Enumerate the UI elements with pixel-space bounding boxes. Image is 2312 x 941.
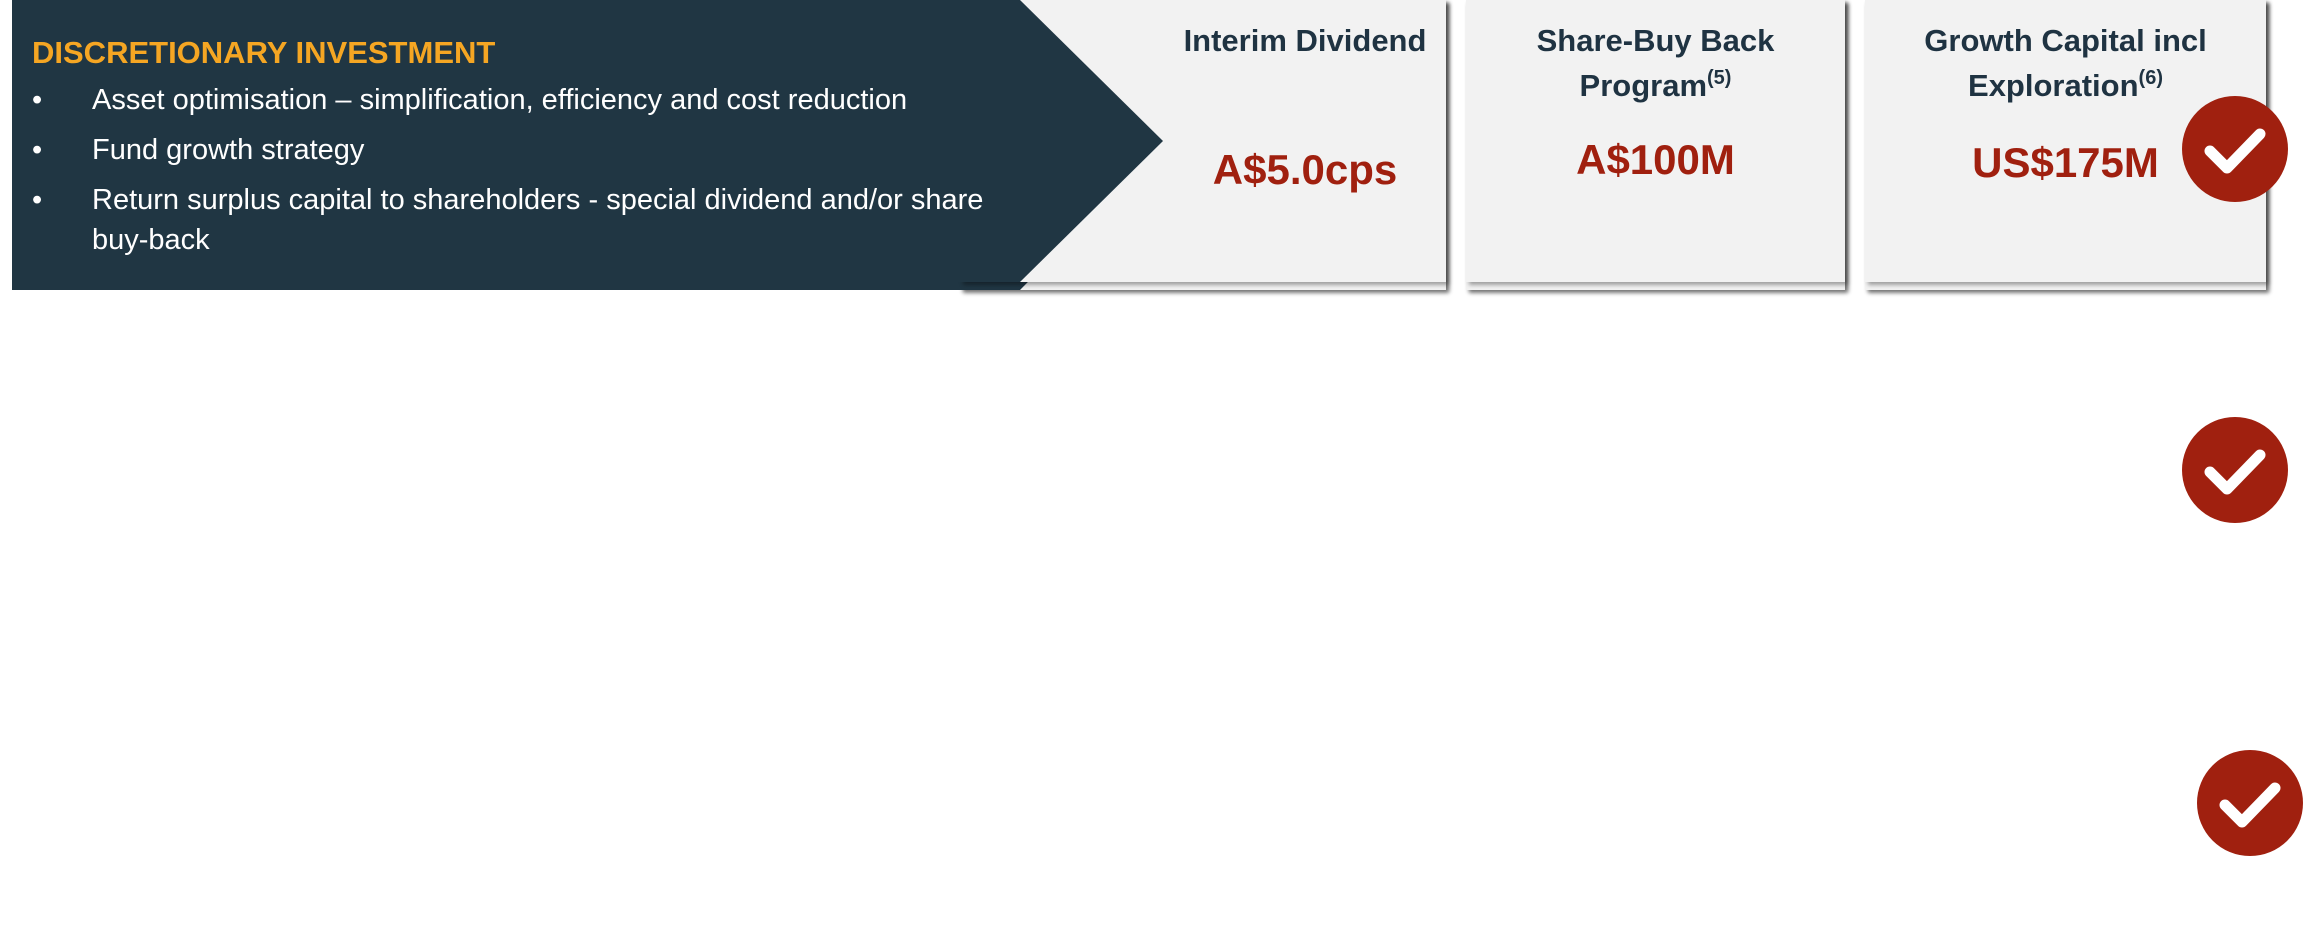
check-circle [2182, 417, 2288, 523]
check-mark [2204, 128, 2266, 174]
row: MAINTAIN BALANCE SHEET RESILIENCE under … [0, 0, 2312, 579]
check-icon [2197, 750, 2303, 856]
metric-box [1466, 0, 1845, 282]
label-text: Growth Capital incl Exploration [1924, 23, 2207, 103]
metric-value: US$175M [1972, 139, 2159, 186]
bullet: Asset optimisation – simplification, eff… [32, 80, 1022, 120]
metric-label: Interim Dividend [1170, 18, 1440, 63]
check-icon [2182, 96, 2288, 202]
label-text: Share-Buy Back Program [1536, 23, 1775, 103]
footnote-ref: (6) [2138, 67, 2163, 89]
check-icon [2182, 417, 2288, 523]
metric-value: A$100M [1576, 136, 1735, 183]
metric-value: A$5.0cps [1212, 146, 1398, 193]
metric-label: Growth Capital incl Exploration(6) [1865, 18, 2266, 108]
metric-label: Share-Buy Back Program(5) [1466, 18, 1845, 108]
text-block: DISCRETIONARY INVESTMENT Asset optimisati… [32, 31, 1022, 260]
label-text: Interim Dividend [1183, 23, 1427, 58]
heading: DISCRETIONARY INVESTMENT [32, 35, 496, 70]
check-circle [2182, 96, 2288, 202]
check-mark [2204, 449, 2266, 495]
check-circle [2197, 750, 2303, 856]
footnote-ref: (5) [1707, 67, 1732, 89]
bullet-list: Asset optimisation – simplification, eff… [32, 80, 1022, 260]
check-mark [2219, 782, 2281, 828]
bullet: Fund growth strategy [32, 130, 1022, 170]
bullet: Return surplus capital to shareholders -… [32, 180, 1022, 260]
row: DISCRETIONARY INVESTMENT Asset optimisati… [0, 0, 2312, 861]
